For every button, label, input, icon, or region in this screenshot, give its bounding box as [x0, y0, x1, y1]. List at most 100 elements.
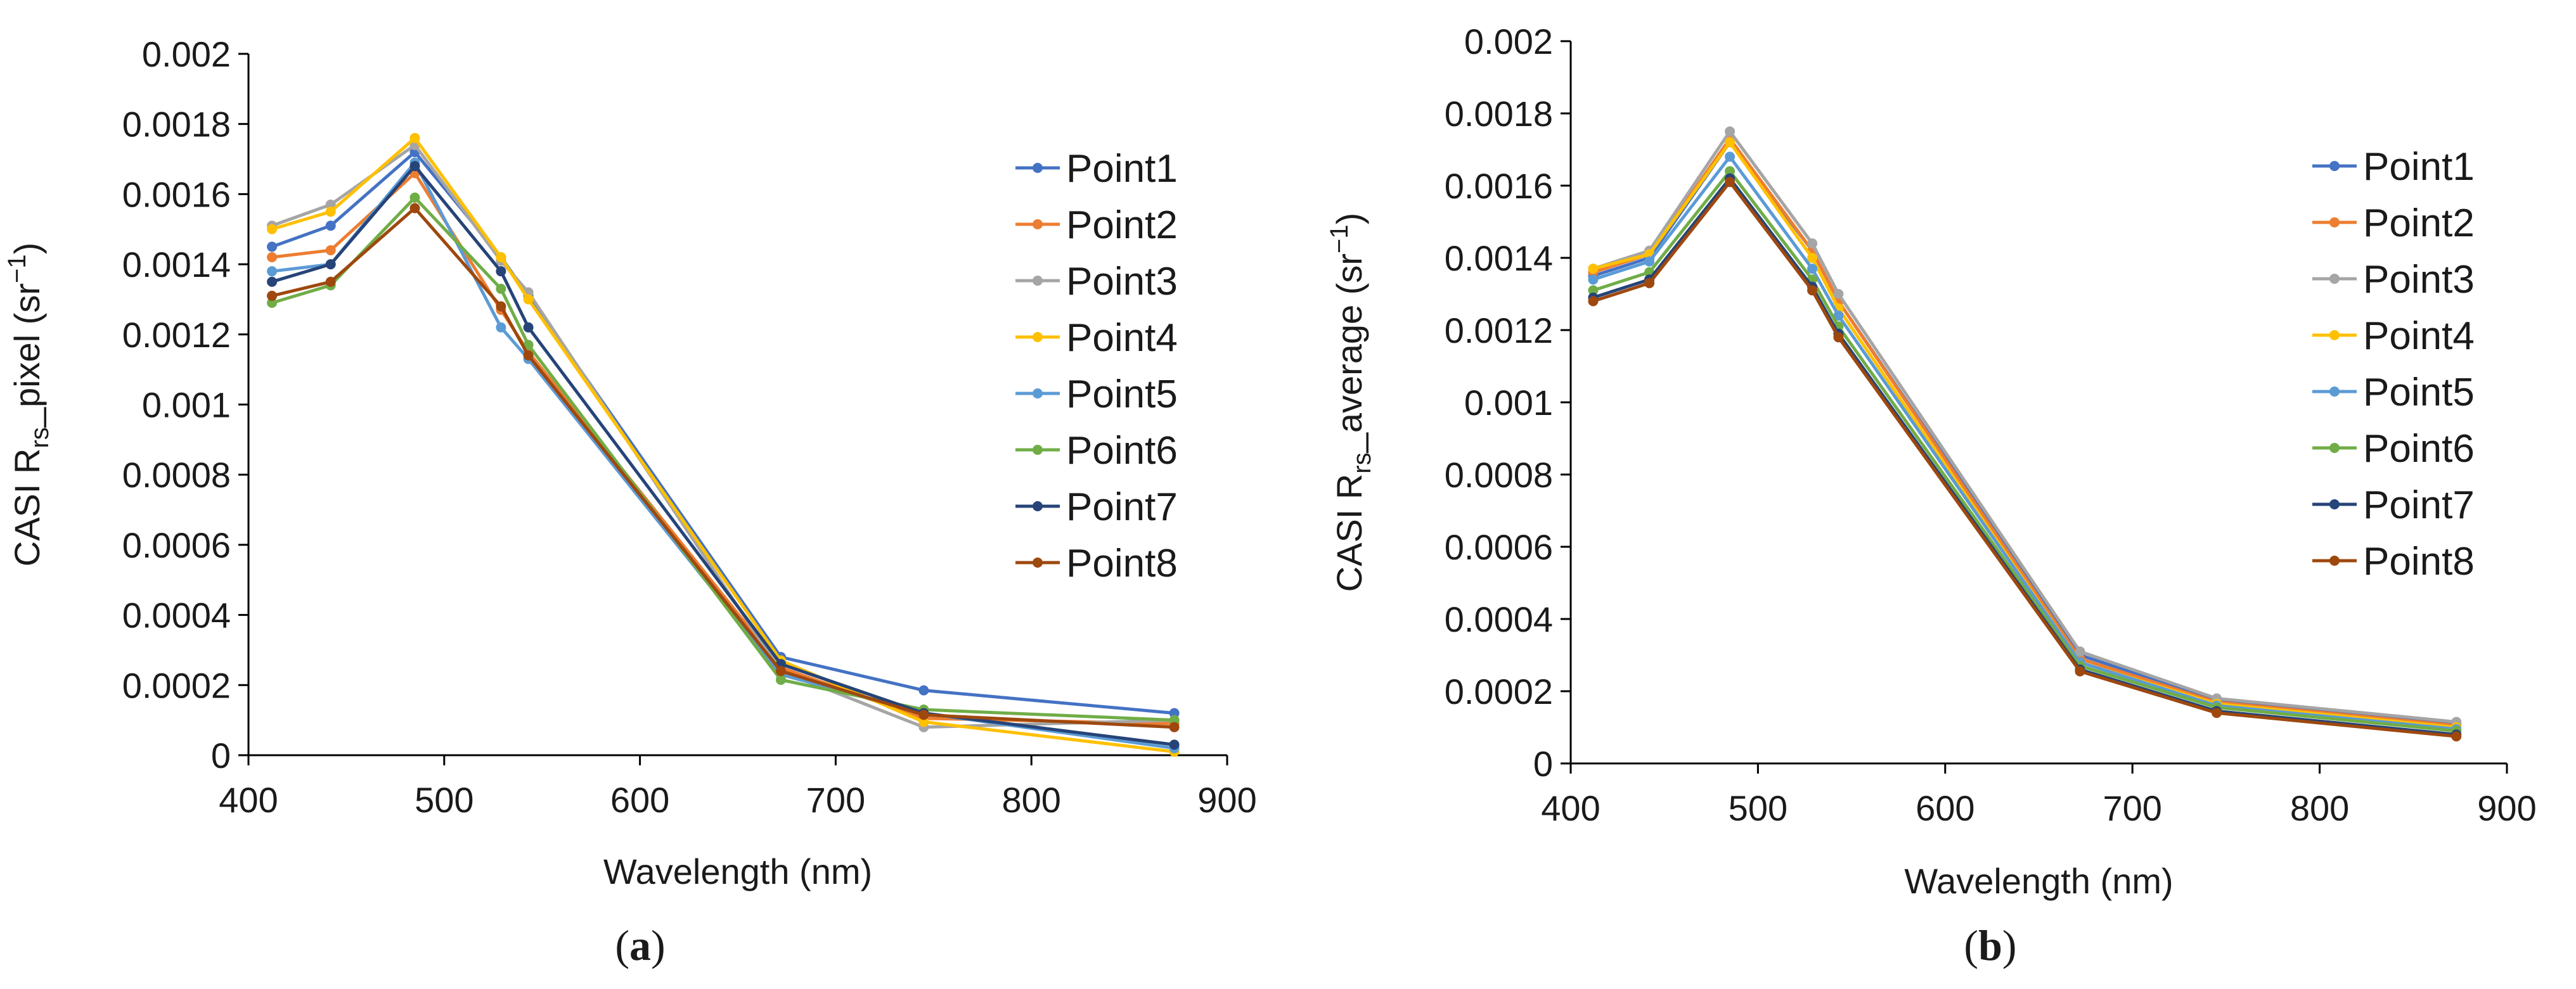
x-tick-label: 800 — [2290, 788, 2349, 828]
y-axis-title-sup: −1 — [1325, 224, 1353, 253]
data-point-point8 — [1644, 278, 1655, 288]
legend-item-point6: Point6 — [1015, 429, 1178, 473]
legend-label: Point1 — [2363, 145, 2475, 189]
data-point-point4 — [409, 132, 420, 143]
axes: 0 0.0002 0.0004 0.0006 0.0008 0.001 0.0012 0.00… — [1445, 22, 2537, 828]
legend-label: Point1 — [1066, 147, 1178, 191]
panel-caption: (b) — [1964, 921, 2016, 969]
y-axis-title: CASI Rrs_pixel (sr−1) — [3, 243, 54, 566]
data-point-point8 — [775, 666, 786, 677]
data-point-point1 — [918, 685, 929, 696]
legend-label: Point8 — [1066, 542, 1178, 585]
x-tick-label: 900 — [1197, 780, 1256, 820]
data-point-point8 — [1725, 177, 1736, 188]
legend-label: Point7 — [2363, 483, 2475, 527]
legend-swatch-marker — [1033, 388, 1043, 399]
data-point-point8 — [1833, 332, 1844, 343]
x-tick-label: 900 — [2477, 788, 2536, 828]
data-point-point8 — [2212, 708, 2222, 718]
y-axis-title-rest: _average (sr — [1329, 253, 1369, 453]
legend-item-point5: Point5 — [2312, 371, 2475, 414]
x-tick-label: 700 — [806, 780, 865, 820]
y-tick-label: 0 — [211, 736, 231, 775]
legend-label: Point4 — [2363, 314, 2475, 358]
legend-item-point5: Point5 — [1015, 373, 1178, 416]
x-tick-label: 400 — [1541, 788, 1600, 828]
series-line-point2 — [1592, 137, 2457, 727]
data-point-point7 — [496, 266, 506, 277]
series-line-point1 — [271, 150, 1175, 715]
data-point-point4 — [1807, 253, 1818, 263]
y-tick-label: 0.0006 — [1445, 527, 1553, 567]
data-point-point6 — [1169, 715, 1180, 725]
data-point-point8 — [918, 710, 929, 720]
y-axis-title-rest: _pixel (sr — [7, 283, 47, 428]
y-tick-label: 0.0008 — [1445, 455, 1553, 495]
legend-item-point4: Point4 — [1015, 316, 1178, 360]
y-axis-title-main: CASI R — [7, 449, 47, 567]
legend-item-point6: Point6 — [2312, 427, 2475, 471]
data-point-point5 — [1588, 274, 1599, 285]
legend-item-point7: Point7 — [2312, 483, 2475, 527]
series-line-point8 — [271, 207, 1175, 729]
data-point-point8 — [409, 203, 420, 214]
series-line-point3 — [1592, 130, 2457, 724]
y-axis-title-sup: −1 — [3, 254, 31, 283]
plot-area — [1588, 126, 2462, 742]
panel-caption: (a) — [615, 921, 665, 969]
data-point-point1 — [1169, 708, 1180, 718]
legend-item-point1: Point1 — [2312, 145, 2475, 189]
y-tick-label: 0.0006 — [122, 525, 231, 565]
legend-swatch-marker — [2329, 274, 2340, 284]
legend-swatch-marker — [1033, 445, 1043, 455]
legend-item-point1: Point1 — [1015, 147, 1178, 191]
x-tick-label: 600 — [610, 780, 669, 820]
legend: Point1 Point2 Point3 Point4 Point5 Point6 Poin… — [2312, 145, 2475, 584]
data-point-point8 — [325, 276, 336, 287]
legend-label: Point7 — [1066, 485, 1178, 529]
y-tick-label: 0.0008 — [122, 455, 231, 495]
y-axis-title-main: CASI R — [1329, 474, 1369, 592]
y-tick-label: 0.0014 — [122, 245, 231, 284]
data-point-point4 — [267, 224, 278, 234]
data-point-point3 — [1833, 289, 1844, 299]
x-tick-label: 800 — [1001, 780, 1060, 820]
legend-swatch-marker — [1033, 558, 1043, 568]
legend-swatch-marker — [1033, 219, 1043, 229]
chart-a: 0 0.0002 0.0004 0.0006 0.0008 0.001 0.0012 0.00… — [3, 34, 1257, 969]
data-point-point2 — [267, 252, 278, 263]
data-point-point7 — [267, 276, 278, 287]
axes: 0 0.0002 0.0004 0.0006 0.0008 0.001 0.0012 0.00… — [122, 34, 1257, 820]
caption-close-paren: ) — [2002, 921, 2017, 969]
y-tick-label: 0.002 — [142, 34, 231, 74]
legend-label: Point3 — [1066, 260, 1178, 303]
data-point-point5 — [1807, 264, 1818, 274]
plot-area — [267, 132, 1180, 757]
legend-label: Point6 — [2363, 427, 2475, 471]
legend-swatch-marker — [2329, 443, 2340, 453]
legend-swatch-marker — [2329, 217, 2340, 227]
y-tick-label: 0.0004 — [1445, 599, 1553, 639]
y-tick-label: 0.0002 — [122, 665, 231, 705]
x-axis-title: Wavelength (nm) — [1904, 861, 2173, 901]
legend-item-point2: Point2 — [1015, 203, 1178, 247]
y-tick-label: 0.001 — [142, 385, 231, 425]
x-tick-label: 600 — [1916, 788, 1974, 828]
caption-open-paren: ( — [1964, 921, 1978, 969]
y-tick-label: 0.0004 — [122, 596, 231, 635]
y-tick-label: 0.0002 — [1445, 672, 1553, 711]
series-line-point7 — [271, 164, 1175, 746]
data-point-point5 — [496, 322, 506, 333]
x-tick-label: 700 — [2103, 788, 2161, 828]
legend-swatch-marker — [2329, 386, 2340, 397]
data-point-point6 — [523, 340, 534, 350]
series-line-point3 — [271, 143, 1175, 729]
data-point-point3 — [325, 200, 336, 210]
series-line-point5 — [271, 161, 1175, 750]
data-point-point7 — [523, 322, 534, 333]
y-axis-title-sub: rs — [1348, 452, 1376, 473]
data-point-point4 — [325, 207, 336, 217]
y-tick-label: 0.0012 — [1445, 310, 1553, 350]
legend-swatch-marker — [2329, 499, 2340, 509]
